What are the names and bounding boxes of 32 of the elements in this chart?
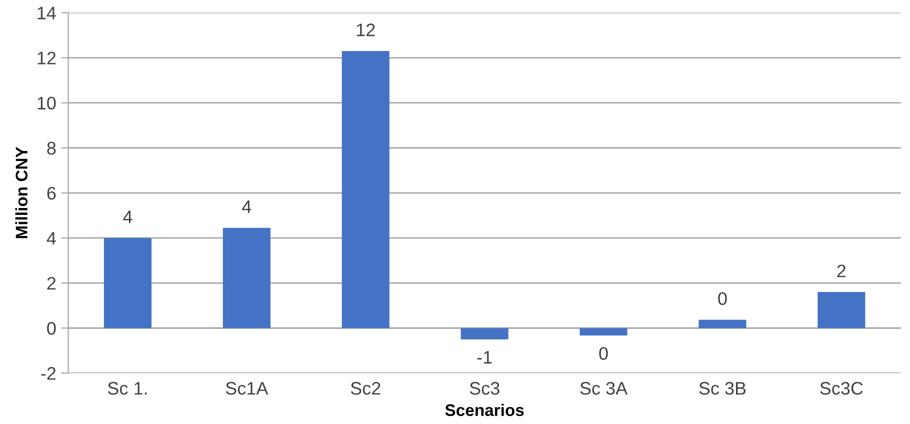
y-tick-label: 12 (38, 52, 56, 64)
bar (222, 228, 270, 328)
bar (104, 238, 152, 328)
data-label: 0 (718, 292, 727, 306)
data-label: 4 (242, 200, 252, 213)
x-tick-label: Sc 1. (108, 382, 147, 395)
bar (460, 328, 508, 340)
y-tick-label: 4 (46, 232, 56, 245)
y-tick-label: -2 (41, 367, 56, 380)
data-label: 0 (599, 347, 608, 360)
x-tick-label: Sc3C (820, 382, 863, 395)
y-tick-label: 0 (47, 322, 56, 335)
x-tick-label: Sc1A (226, 382, 268, 395)
y-tick-label: 10 (38, 96, 56, 110)
x-tick-label: Sc3 (470, 382, 500, 395)
y-tick-label: 14 (38, 6, 56, 20)
data-label: 4 (123, 210, 132, 224)
y-tick-label: 6 (47, 186, 56, 200)
data-label: 12 (356, 24, 375, 36)
bar (580, 328, 628, 336)
y-tick-label: 2 (47, 276, 56, 290)
x-tick-label: Sc2 (350, 382, 380, 395)
x-tick-label: Sc 3A (580, 382, 628, 395)
y-axis-title: Million CNY (15, 146, 28, 238)
y-tick-label: 8 (47, 142, 56, 155)
data-label: 2 (837, 264, 846, 278)
x-axis-title: Scenarios (445, 404, 524, 416)
data-label: -1 (477, 351, 492, 364)
x-tick-label: Sc 3B (699, 382, 746, 395)
bar (818, 292, 866, 328)
bar (698, 320, 746, 328)
bar (342, 51, 390, 328)
